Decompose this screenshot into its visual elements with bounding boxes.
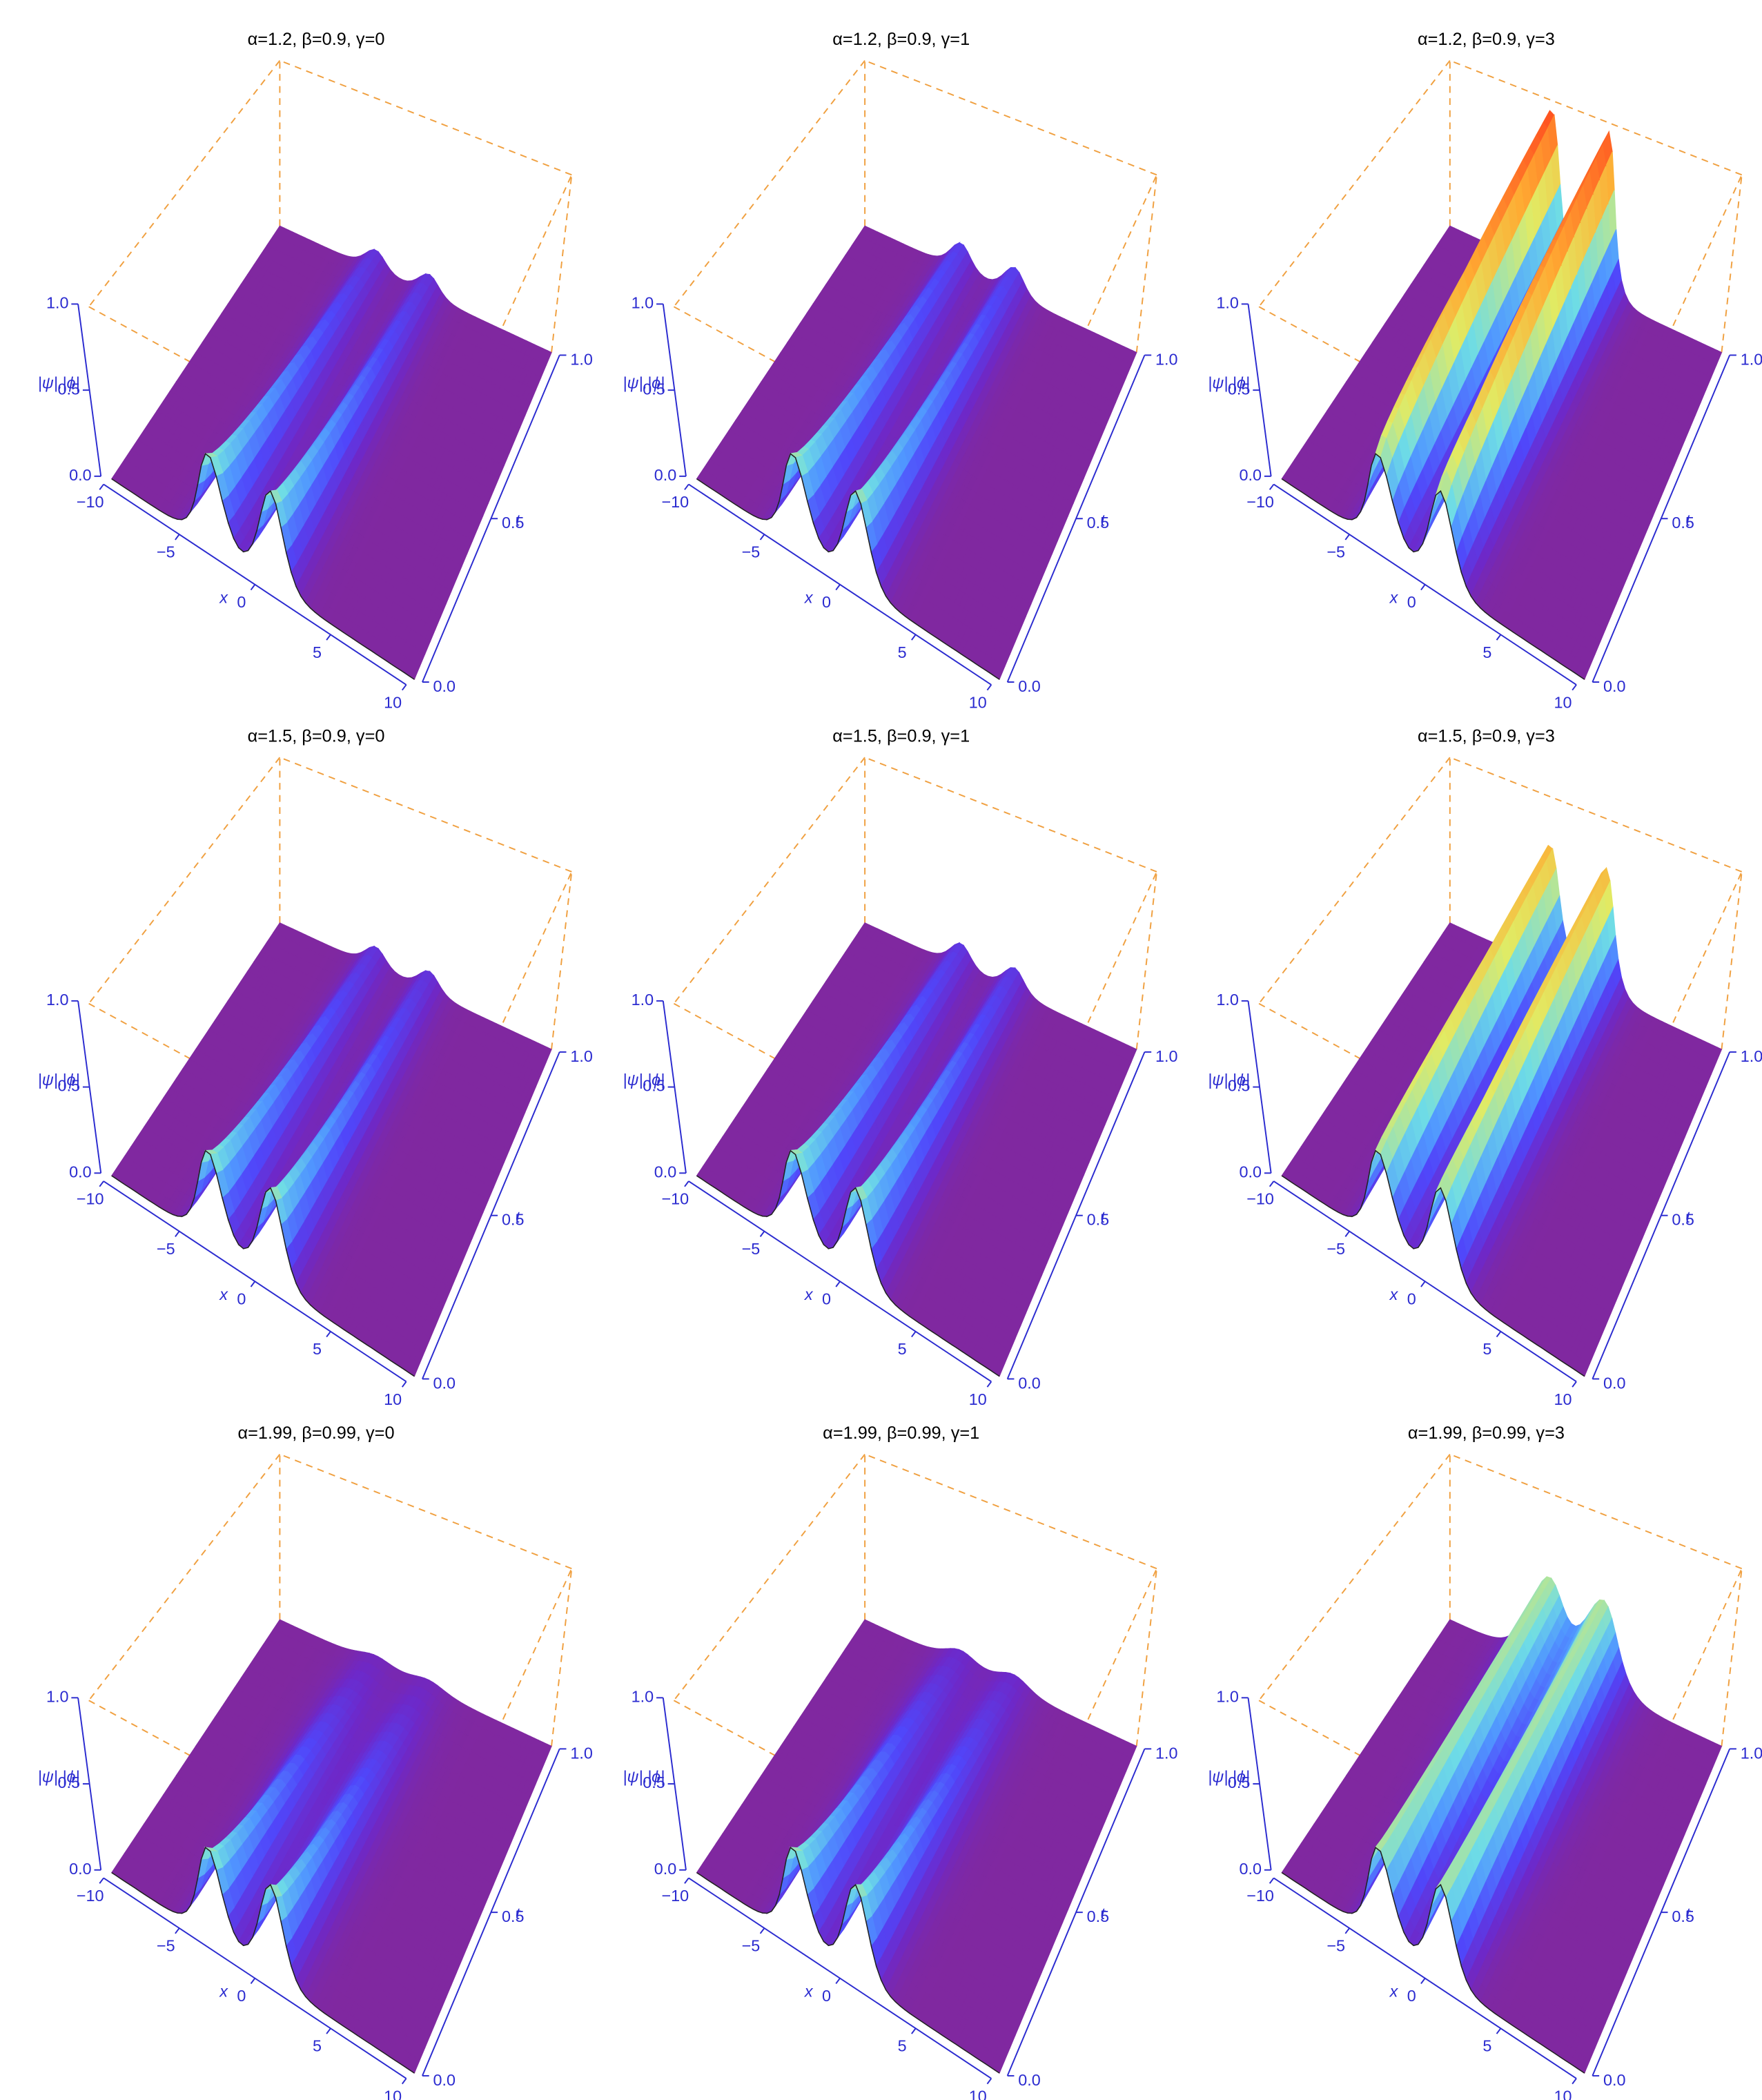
chart-title: α=1.2, β=0.9, γ=0 bbox=[248, 30, 385, 49]
box-edge bbox=[88, 306, 429, 492]
x-tick bbox=[99, 483, 104, 490]
t-tick-label: 0.5 bbox=[502, 514, 525, 532]
x-tick-label: 10 bbox=[384, 693, 402, 711]
t-tick-label: 1.0 bbox=[1155, 350, 1178, 368]
t-tick-label: 0.0 bbox=[433, 677, 456, 695]
t-tick-label: 0.0 bbox=[1018, 677, 1041, 695]
x-tick-label: −5 bbox=[742, 543, 761, 561]
x-tick bbox=[835, 584, 841, 591]
x-tick bbox=[986, 684, 992, 691]
x-tick-label: 5 bbox=[898, 643, 907, 661]
z-tick-label: 1.0 bbox=[632, 294, 654, 312]
x-tick-label: 10 bbox=[969, 693, 987, 711]
chart-title: α=1.2, β=0.9, γ=3 bbox=[1418, 30, 1555, 49]
x-tick-label: 0 bbox=[822, 593, 831, 611]
x-axis-label: x bbox=[804, 588, 814, 606]
x-tick-label: −10 bbox=[662, 493, 689, 511]
x-tick-label: −5 bbox=[157, 543, 175, 561]
z-tick-label: 0.0 bbox=[69, 466, 92, 484]
z-tick-label: 1.0 bbox=[46, 294, 68, 312]
x-axis-label: x bbox=[219, 588, 228, 606]
z-tick-label: 0.0 bbox=[654, 466, 677, 484]
box-edge bbox=[1721, 175, 1743, 353]
box-edge bbox=[280, 59, 572, 176]
x-tick bbox=[175, 534, 180, 541]
t-tick-label: 0.5 bbox=[1087, 514, 1110, 532]
box-edge bbox=[864, 59, 1157, 176]
panel: α=1.2, β=0.9, γ=0−10−505100.00.51.00.00.… bbox=[38, 30, 593, 711]
panel: α=1.2, β=0.9, γ=1−10−505100.00.51.00.00.… bbox=[623, 30, 1177, 711]
x-tick-label: 5 bbox=[313, 643, 322, 661]
t-tick-label: 1.0 bbox=[570, 350, 593, 368]
box-edge bbox=[551, 175, 573, 353]
x-tick bbox=[759, 534, 765, 541]
x-tick-label: 0 bbox=[237, 593, 246, 611]
x-tick-label: −10 bbox=[77, 493, 104, 511]
x-tick bbox=[250, 584, 256, 591]
x-tick bbox=[326, 634, 331, 641]
chart-title: α=1.2, β=0.9, γ=1 bbox=[832, 30, 970, 49]
x-tick bbox=[684, 483, 689, 490]
box-edge bbox=[88, 60, 281, 307]
x-tick bbox=[911, 634, 917, 641]
z-axis-label: |ψ|,|ϕ| bbox=[623, 374, 665, 392]
z-axis-label: |ψ|,|ϕ| bbox=[38, 374, 80, 392]
box-edge bbox=[1135, 175, 1157, 353]
x-tick bbox=[401, 684, 407, 691]
panel: α=1.2, β=0.9, γ=3−10−505100.00.51.00.00.… bbox=[1208, 30, 1762, 711]
